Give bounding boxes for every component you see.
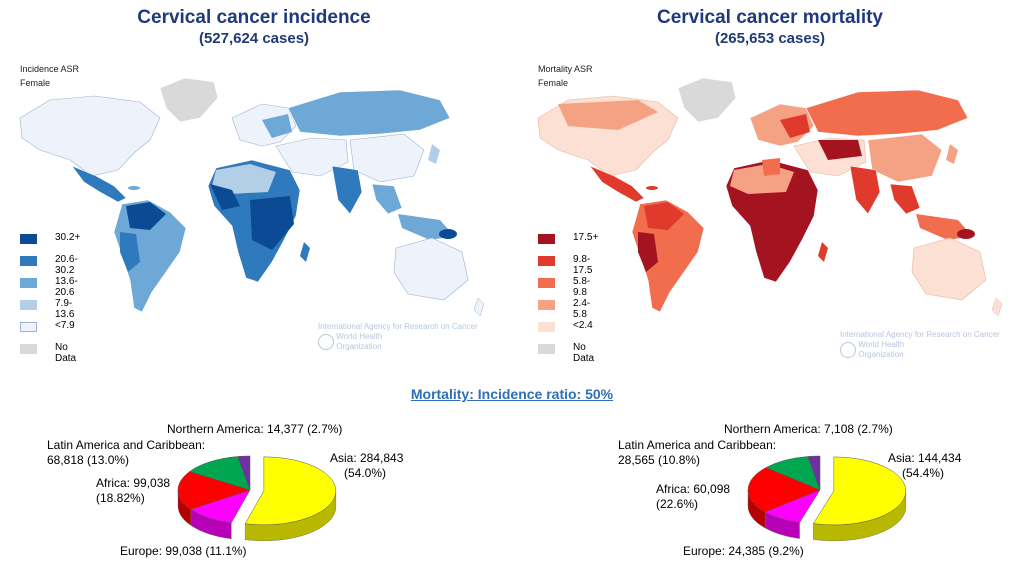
mortality-pie-chart (747, 455, 907, 542)
legend-label: 17.5+ (573, 232, 599, 243)
map-north-america (19, 95, 161, 177)
pie-label-africa: Africa: 60,098 (22.6%) (656, 482, 731, 511)
map-central-america (589, 165, 645, 203)
map-russia (287, 89, 451, 137)
legend-label: <7.9 (55, 320, 75, 331)
legend-swatch (20, 322, 37, 332)
pie-label-europe: Europe: 24,385 (9.2%) (683, 544, 804, 558)
pie-slice-latin-america-and-caribbean (189, 456, 251, 491)
incidence-pie-chart (177, 455, 337, 542)
pie-slice-northern-america (237, 455, 251, 491)
mortality-map-label: Mortality ASR (538, 64, 593, 74)
pie-label-asia: Asia: 284,843 (54.0%) (330, 451, 404, 480)
mortality-map-sublabel: Female (538, 78, 569, 88)
legend-label: 2.4-5.8 (573, 298, 591, 320)
map-india (849, 165, 881, 215)
legend-swatch (538, 300, 555, 310)
legend-swatch (538, 256, 555, 266)
legend-swatch (20, 344, 37, 354)
legend-swatch (20, 234, 37, 244)
legend-label: 13.6-20.6 (55, 276, 78, 298)
mortality-title-text: Cervical cancer mortality (656, 7, 883, 28)
incidence-subtitle: (527,624 cases) (198, 30, 310, 47)
map-india (331, 165, 363, 215)
pie-slice-asia (812, 456, 907, 526)
watermark-who: World Health (858, 340, 905, 349)
legend-label: 9.8-17.5 (573, 254, 593, 276)
map-greenland (159, 77, 219, 123)
incidence-world-map (19, 77, 485, 317)
watermark-who-2: Organization (336, 342, 382, 351)
pie-label-europe: Europe: 99,038 (11.1%) (120, 544, 247, 558)
legend-label: No Data (573, 342, 595, 364)
legend-swatch (20, 256, 37, 266)
pie-label-asia: Asia: 144,434 (54.4%) (888, 451, 962, 480)
map-australia (393, 237, 469, 301)
incidence-watermark: International Agency for Research on Can… (318, 322, 478, 352)
legend-swatch (538, 322, 555, 332)
mortality-incidence-ratio: Mortality: Incidence ratio: 50% (410, 386, 614, 402)
mortality-watermark: International Agency for Research on Can… (840, 330, 1000, 360)
who-icon (318, 334, 334, 350)
legend-swatch (538, 344, 555, 354)
map-greenland (677, 77, 737, 123)
map-australia (911, 237, 987, 301)
legend-swatch (538, 278, 555, 288)
legend-swatch (20, 300, 37, 310)
pie-label-latin-america: Latin America and Caribbean: 68,818 (13.0… (47, 438, 206, 467)
legend-label: 5.8-9.8 (573, 276, 591, 298)
pie-label-northern-america: Northern America: 14,377 (2.7%) (167, 422, 343, 436)
map-middle-asia (275, 137, 349, 177)
watermark-iarc: International Agency for Research on Can… (840, 330, 1000, 339)
legend-label: 20.6-30.2 (55, 254, 78, 276)
pie-label-africa: Africa: 99,038 (18.82%) (96, 476, 171, 505)
incidence-map-sublabel: Female (20, 78, 51, 88)
pie-label-latin-america: Latin America and Caribbean: 28,565 (10.8… (618, 438, 777, 467)
map-south-america-north (126, 202, 166, 230)
incidence-title-text: Cervical cancer incidence (137, 7, 371, 28)
mortality-world-map (537, 77, 1003, 317)
pie-label-northern-america: Northern America: 7,108 (2.7%) (724, 422, 893, 436)
pie-slice-northern-america (807, 455, 821, 491)
legend-label: 7.9-13.6 (55, 298, 75, 320)
pie-slice-africa (177, 471, 251, 510)
pie-slice-africa (747, 467, 821, 513)
legend-swatch (20, 278, 37, 288)
watermark-who: World Health (336, 332, 383, 341)
incidence-title: Cervical cancer incidence (527,624 cases… (14, 6, 494, 48)
pie-slice-asia (244, 456, 337, 526)
legend-label: <2.4 (573, 320, 593, 331)
legend-label: No Data (55, 342, 77, 364)
map-central-america (71, 165, 127, 203)
mortality-subtitle: (265,653 cases) (714, 30, 826, 47)
map-se-asia (889, 183, 921, 215)
mortality-title: Cervical cancer mortality (265,653 cases… (530, 6, 1010, 48)
legend-swatch (538, 234, 555, 244)
incidence-map-label: Incidence ASR (20, 64, 80, 74)
legend-label: 30.2+ (55, 232, 81, 243)
watermark-iarc: International Agency for Research on Can… (318, 322, 478, 331)
watermark-who-2: Organization (858, 350, 904, 359)
map-russia (805, 89, 969, 137)
who-icon (840, 342, 856, 358)
map-se-asia (371, 183, 403, 215)
